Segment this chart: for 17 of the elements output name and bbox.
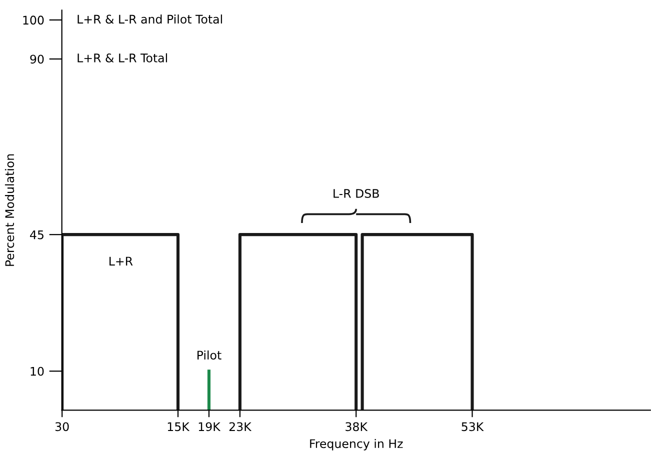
annotation: Pilot [197,350,222,360]
y-tick-label: 90 [30,54,44,64]
x-tick-label: 38K [346,422,368,432]
y-axis-title: Percent Modulation [4,154,14,266]
x-tick-label: 53K [462,422,484,432]
x-tick-label: 19K [198,422,221,432]
x-tick-label: 23K [229,422,252,432]
annotation: L+R & L-R and Pilot Total [78,14,222,24]
annotation: L+R & L-R Total [78,53,167,62]
x-axis-title: Frequency in Hz [310,438,403,450]
y-tick-label: 100 [23,16,44,25]
annotation: L+R [110,256,133,266]
x-tick-label: 30 [55,422,69,432]
annotation: L-R DSB [334,188,379,198]
x-tick-label: 15K [168,422,190,432]
y-tick-label: 45 [30,230,44,240]
y-tick-label: 10 [30,366,44,376]
